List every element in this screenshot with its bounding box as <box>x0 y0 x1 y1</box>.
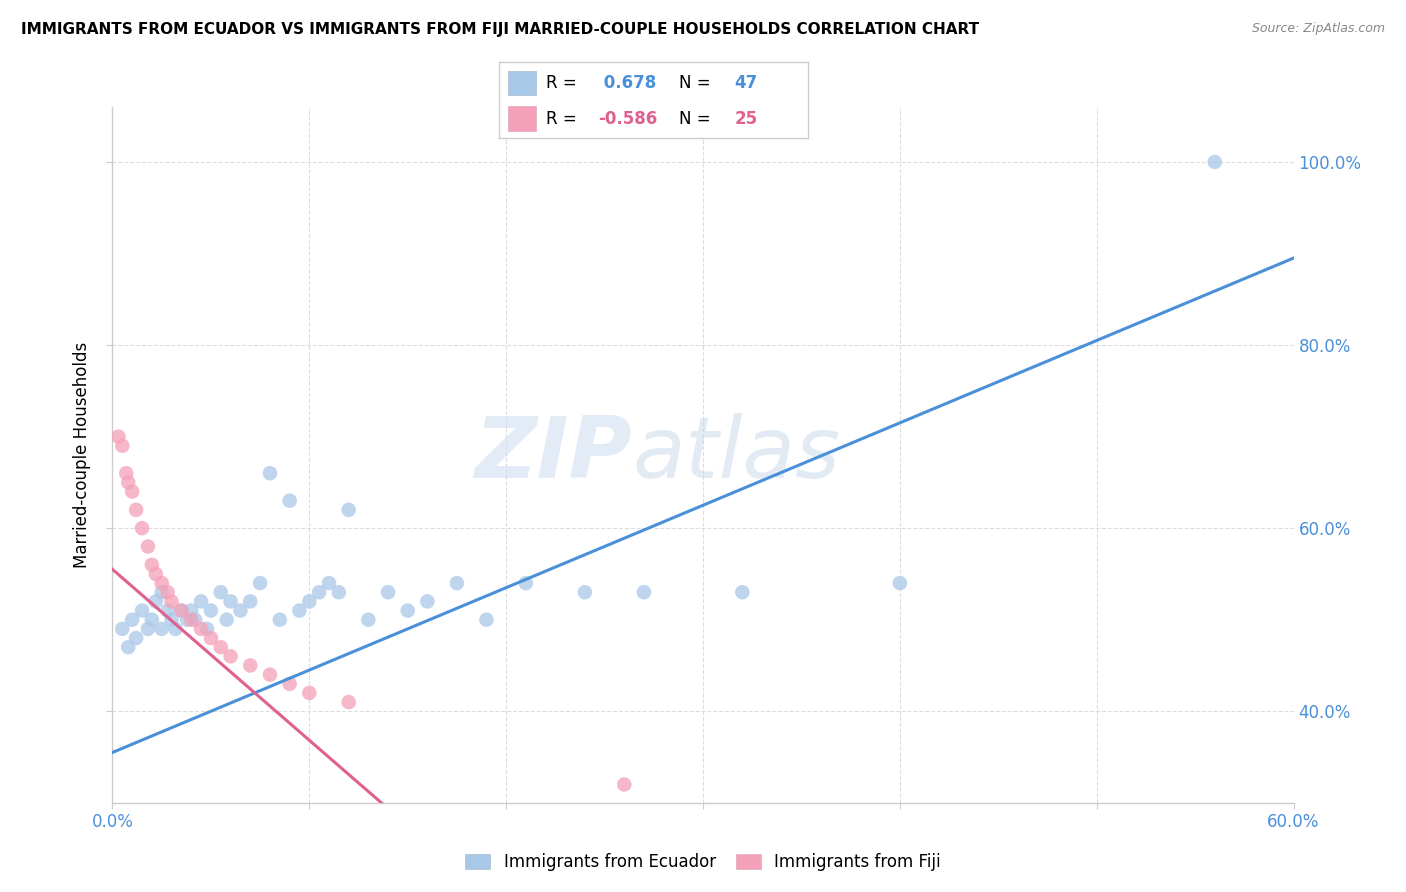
Point <box>121 613 143 627</box>
Bar <box>509 70 536 95</box>
Point <box>170 603 193 617</box>
Point <box>446 576 468 591</box>
Point <box>219 649 242 664</box>
Point <box>396 603 419 617</box>
Y-axis label: Married-couple Households: Married-couple Households <box>73 342 91 568</box>
Text: IMMIGRANTS FROM ECUADOR VS IMMIGRANTS FROM FIJI MARRIED-COUPLE HOUSEHOLDS CORREL: IMMIGRANTS FROM ECUADOR VS IMMIGRANTS FR… <box>21 22 979 37</box>
Point <box>298 686 321 700</box>
Point <box>515 576 537 591</box>
Point <box>200 603 222 617</box>
Point <box>475 613 498 627</box>
Point <box>288 603 311 617</box>
Point <box>160 613 183 627</box>
Point <box>121 484 143 499</box>
Point <box>125 631 148 645</box>
Point <box>200 631 222 645</box>
Text: 0.678: 0.678 <box>598 74 657 92</box>
Point <box>156 585 179 599</box>
Point <box>239 658 262 673</box>
Point <box>107 429 129 443</box>
Point <box>160 594 183 608</box>
Point <box>357 613 380 627</box>
Point <box>328 585 350 599</box>
Text: R =: R = <box>546 110 582 128</box>
Point <box>278 493 301 508</box>
Point <box>150 622 173 636</box>
Point <box>278 677 301 691</box>
Point <box>298 594 321 608</box>
Point <box>131 521 153 535</box>
Point <box>136 540 159 554</box>
Point <box>337 695 360 709</box>
Point <box>574 585 596 599</box>
Point <box>184 613 207 627</box>
Point <box>131 603 153 617</box>
Text: N =: N = <box>679 74 716 92</box>
Point <box>229 603 252 617</box>
Point <box>156 603 179 617</box>
Point <box>613 777 636 791</box>
Point <box>145 594 167 608</box>
Point <box>190 622 212 636</box>
Point <box>731 585 754 599</box>
Point <box>125 503 148 517</box>
Point <box>416 594 439 608</box>
Point <box>180 613 202 627</box>
Text: ZIP: ZIP <box>474 413 633 497</box>
Point <box>1204 155 1226 169</box>
Point <box>115 467 138 481</box>
Text: R =: R = <box>546 74 582 92</box>
Point <box>259 467 281 481</box>
Point <box>195 622 218 636</box>
Point <box>190 594 212 608</box>
Text: N =: N = <box>679 110 716 128</box>
Point <box>249 576 271 591</box>
Point <box>180 603 202 617</box>
Point <box>141 613 163 627</box>
Bar <box>509 106 536 130</box>
Point <box>209 640 232 655</box>
Point <box>209 585 232 599</box>
Text: 25: 25 <box>734 110 758 128</box>
Point <box>117 475 139 490</box>
Legend: Immigrants from Ecuador, Immigrants from Fiji: Immigrants from Ecuador, Immigrants from… <box>457 845 949 880</box>
Point <box>318 576 340 591</box>
Text: -0.586: -0.586 <box>598 110 658 128</box>
Point <box>136 622 159 636</box>
Point <box>337 503 360 517</box>
Point <box>259 667 281 681</box>
Point <box>170 603 193 617</box>
Point <box>308 585 330 599</box>
Point <box>633 585 655 599</box>
Point <box>150 585 173 599</box>
Point <box>141 558 163 572</box>
Point <box>150 576 173 591</box>
Text: Source: ZipAtlas.com: Source: ZipAtlas.com <box>1251 22 1385 36</box>
Point <box>165 622 187 636</box>
Point <box>215 613 238 627</box>
Point <box>889 576 911 591</box>
Point <box>239 594 262 608</box>
Point <box>111 439 134 453</box>
Point <box>269 613 291 627</box>
Point <box>377 585 399 599</box>
Point <box>145 566 167 581</box>
Point <box>111 622 134 636</box>
Point <box>219 594 242 608</box>
Text: 47: 47 <box>734 74 758 92</box>
Text: atlas: atlas <box>633 413 841 497</box>
Point <box>176 613 198 627</box>
Point <box>117 640 139 655</box>
